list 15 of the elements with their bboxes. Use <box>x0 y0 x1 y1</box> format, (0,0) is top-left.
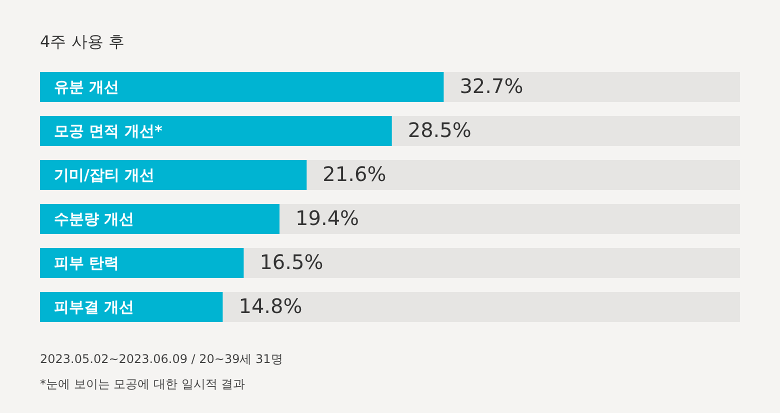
data-label: 28.5% <box>408 118 472 142</box>
data-label: 14.8% <box>238 294 302 318</box>
y-tick-label: 모공 면적 개선* <box>54 122 162 140</box>
data-label: 16.5% <box>260 250 324 274</box>
y-tick-label: 피부결 개선 <box>54 298 134 316</box>
text: 2023.05.02~2023.06.09 / 20~39세 31명 <box>40 352 283 366</box>
y-tick-label: 유분 개선 <box>54 78 120 96</box>
data-label: 21.6% <box>322 162 386 186</box>
data-label: 19.4% <box>296 206 360 230</box>
data-label: 32.7% <box>460 74 524 98</box>
y-tick-label: 피부 탄력 <box>54 254 120 272</box>
text: *눈에 보이는 모공에 대한 일시적 결과 <box>40 377 246 391</box>
y-tick-label: 기미/잡티 개선 <box>54 166 155 184</box>
y-tick-label: 수분량 개선 <box>54 210 134 228</box>
chart-title: 4주 사용 후 <box>40 32 124 51</box>
